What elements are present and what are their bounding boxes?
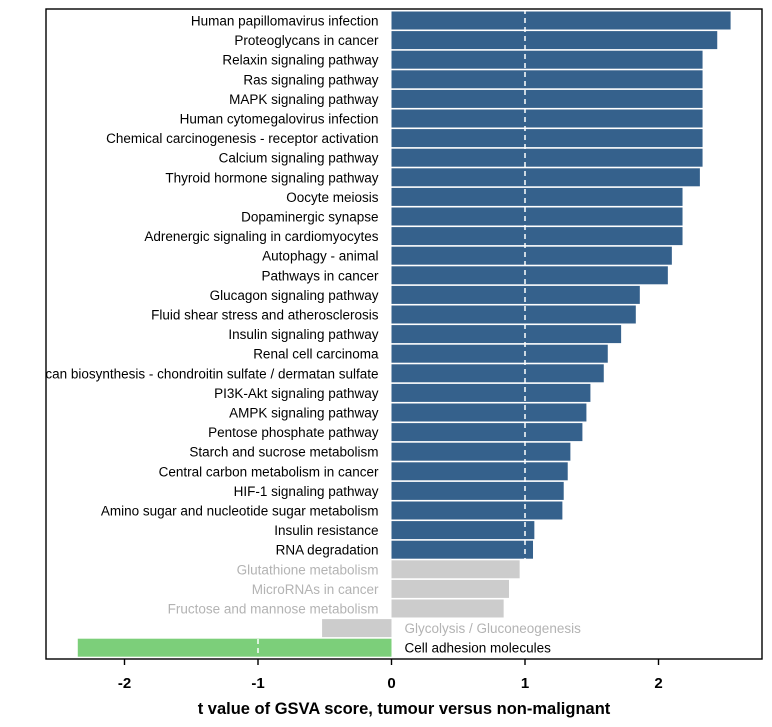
bars-layer: [77, 11, 731, 657]
bar: [391, 344, 608, 363]
x-tick-label: -1: [251, 675, 264, 692]
bar: [391, 187, 683, 206]
plot-border: [45, 8, 763, 660]
category-label: Glycosaminoglycan biosynthesis - chondro…: [0, 366, 379, 381]
bar: [77, 638, 392, 657]
category-label: AMPK signaling pathway: [229, 406, 379, 421]
bar: [391, 70, 703, 89]
bar: [391, 521, 535, 540]
category-label: Fructose and mannose metabolism: [168, 602, 379, 617]
bar: [391, 442, 571, 461]
bar: [391, 423, 583, 442]
category-label: Human papillomavirus infection: [191, 14, 379, 29]
category-label: PI3K-Akt signaling pathway: [214, 386, 379, 401]
category-label: Pathways in cancer: [261, 268, 379, 283]
category-label: Proteoglycans in cancer: [234, 33, 379, 48]
bar: [391, 227, 683, 246]
bar: [391, 285, 640, 304]
category-label: Insulin signaling pathway: [228, 327, 378, 342]
bar: [391, 168, 700, 187]
bar: [391, 501, 563, 520]
category-label: Ras signaling pathway: [243, 72, 378, 87]
bar: [391, 109, 703, 128]
category-label: Cell adhesion molecules: [405, 641, 552, 656]
bar: [391, 148, 703, 167]
bar: [391, 364, 604, 383]
bar: [391, 560, 520, 579]
bar: [391, 305, 636, 324]
category-label: MicroRNAs in cancer: [252, 582, 379, 597]
category-label: Amino sugar and nucleotide sugar metabol…: [101, 504, 379, 519]
category-label: Pentose phosphate pathway: [208, 425, 379, 440]
bar: [391, 462, 568, 481]
bar: [391, 481, 564, 500]
bar: [391, 207, 683, 226]
category-label: RNA degradation: [276, 543, 379, 558]
x-axis-title: t value of GSVA score, tumour versus non…: [198, 700, 611, 718]
category-label: Starch and sucrose metabolism: [189, 445, 378, 460]
x-tick-label: 2: [654, 675, 662, 692]
bar: [322, 619, 392, 638]
category-label: Calcium signaling pathway: [219, 151, 379, 166]
x-tick-label: -2: [118, 675, 131, 692]
category-label: Thyroid hormone signaling pathway: [165, 170, 378, 185]
category-label: Fluid shear stress and atherosclerosis: [151, 308, 379, 323]
category-label: Glucagon signaling pathway: [210, 288, 379, 303]
category-label: Relaxin signaling pathway: [222, 53, 378, 68]
bar: [391, 129, 703, 148]
x-tick-label: 1: [521, 675, 529, 692]
bar: [391, 246, 672, 265]
category-label: Oocyte meiosis: [286, 190, 379, 205]
category-label: Autophagy - animal: [262, 249, 378, 264]
category-label: Renal cell carcinoma: [253, 347, 379, 362]
bar: [391, 31, 718, 50]
reference-lines: [257, 9, 526, 659]
category-label: MAPK signaling pathway: [229, 92, 379, 107]
category-label: Adrenergic signaling in cardiomyocytes: [144, 229, 378, 244]
category-label: Human cytomegalovirus infection: [180, 112, 379, 127]
category-label: Glutathione metabolism: [237, 562, 379, 577]
bar: [391, 89, 703, 108]
bar: [391, 383, 591, 402]
category-label: Chemical carcinogenesis - receptor activ…: [106, 131, 378, 146]
bar: [391, 403, 587, 422]
bar: [391, 540, 534, 559]
x-axis-ticks: -2 -1 0 1 2: [118, 659, 663, 692]
bar: [391, 266, 668, 285]
category-label: Glycolysis / Gluconeogenesis: [405, 621, 582, 636]
category-label: Insulin resistance: [274, 523, 378, 538]
category-label: Dopaminergic synapse: [241, 210, 378, 225]
bar: [391, 579, 509, 598]
category-label: HIF-1 signaling pathway: [234, 484, 379, 499]
bar: [391, 599, 504, 618]
category-label: Central carbon metabolism in cancer: [159, 464, 379, 479]
bar: [391, 50, 703, 69]
bar: [391, 11, 731, 30]
category-labels: Human papillomavirus infection Proteoglyc…: [0, 14, 582, 656]
bar: [391, 325, 622, 344]
x-tick-label: 0: [387, 675, 395, 692]
